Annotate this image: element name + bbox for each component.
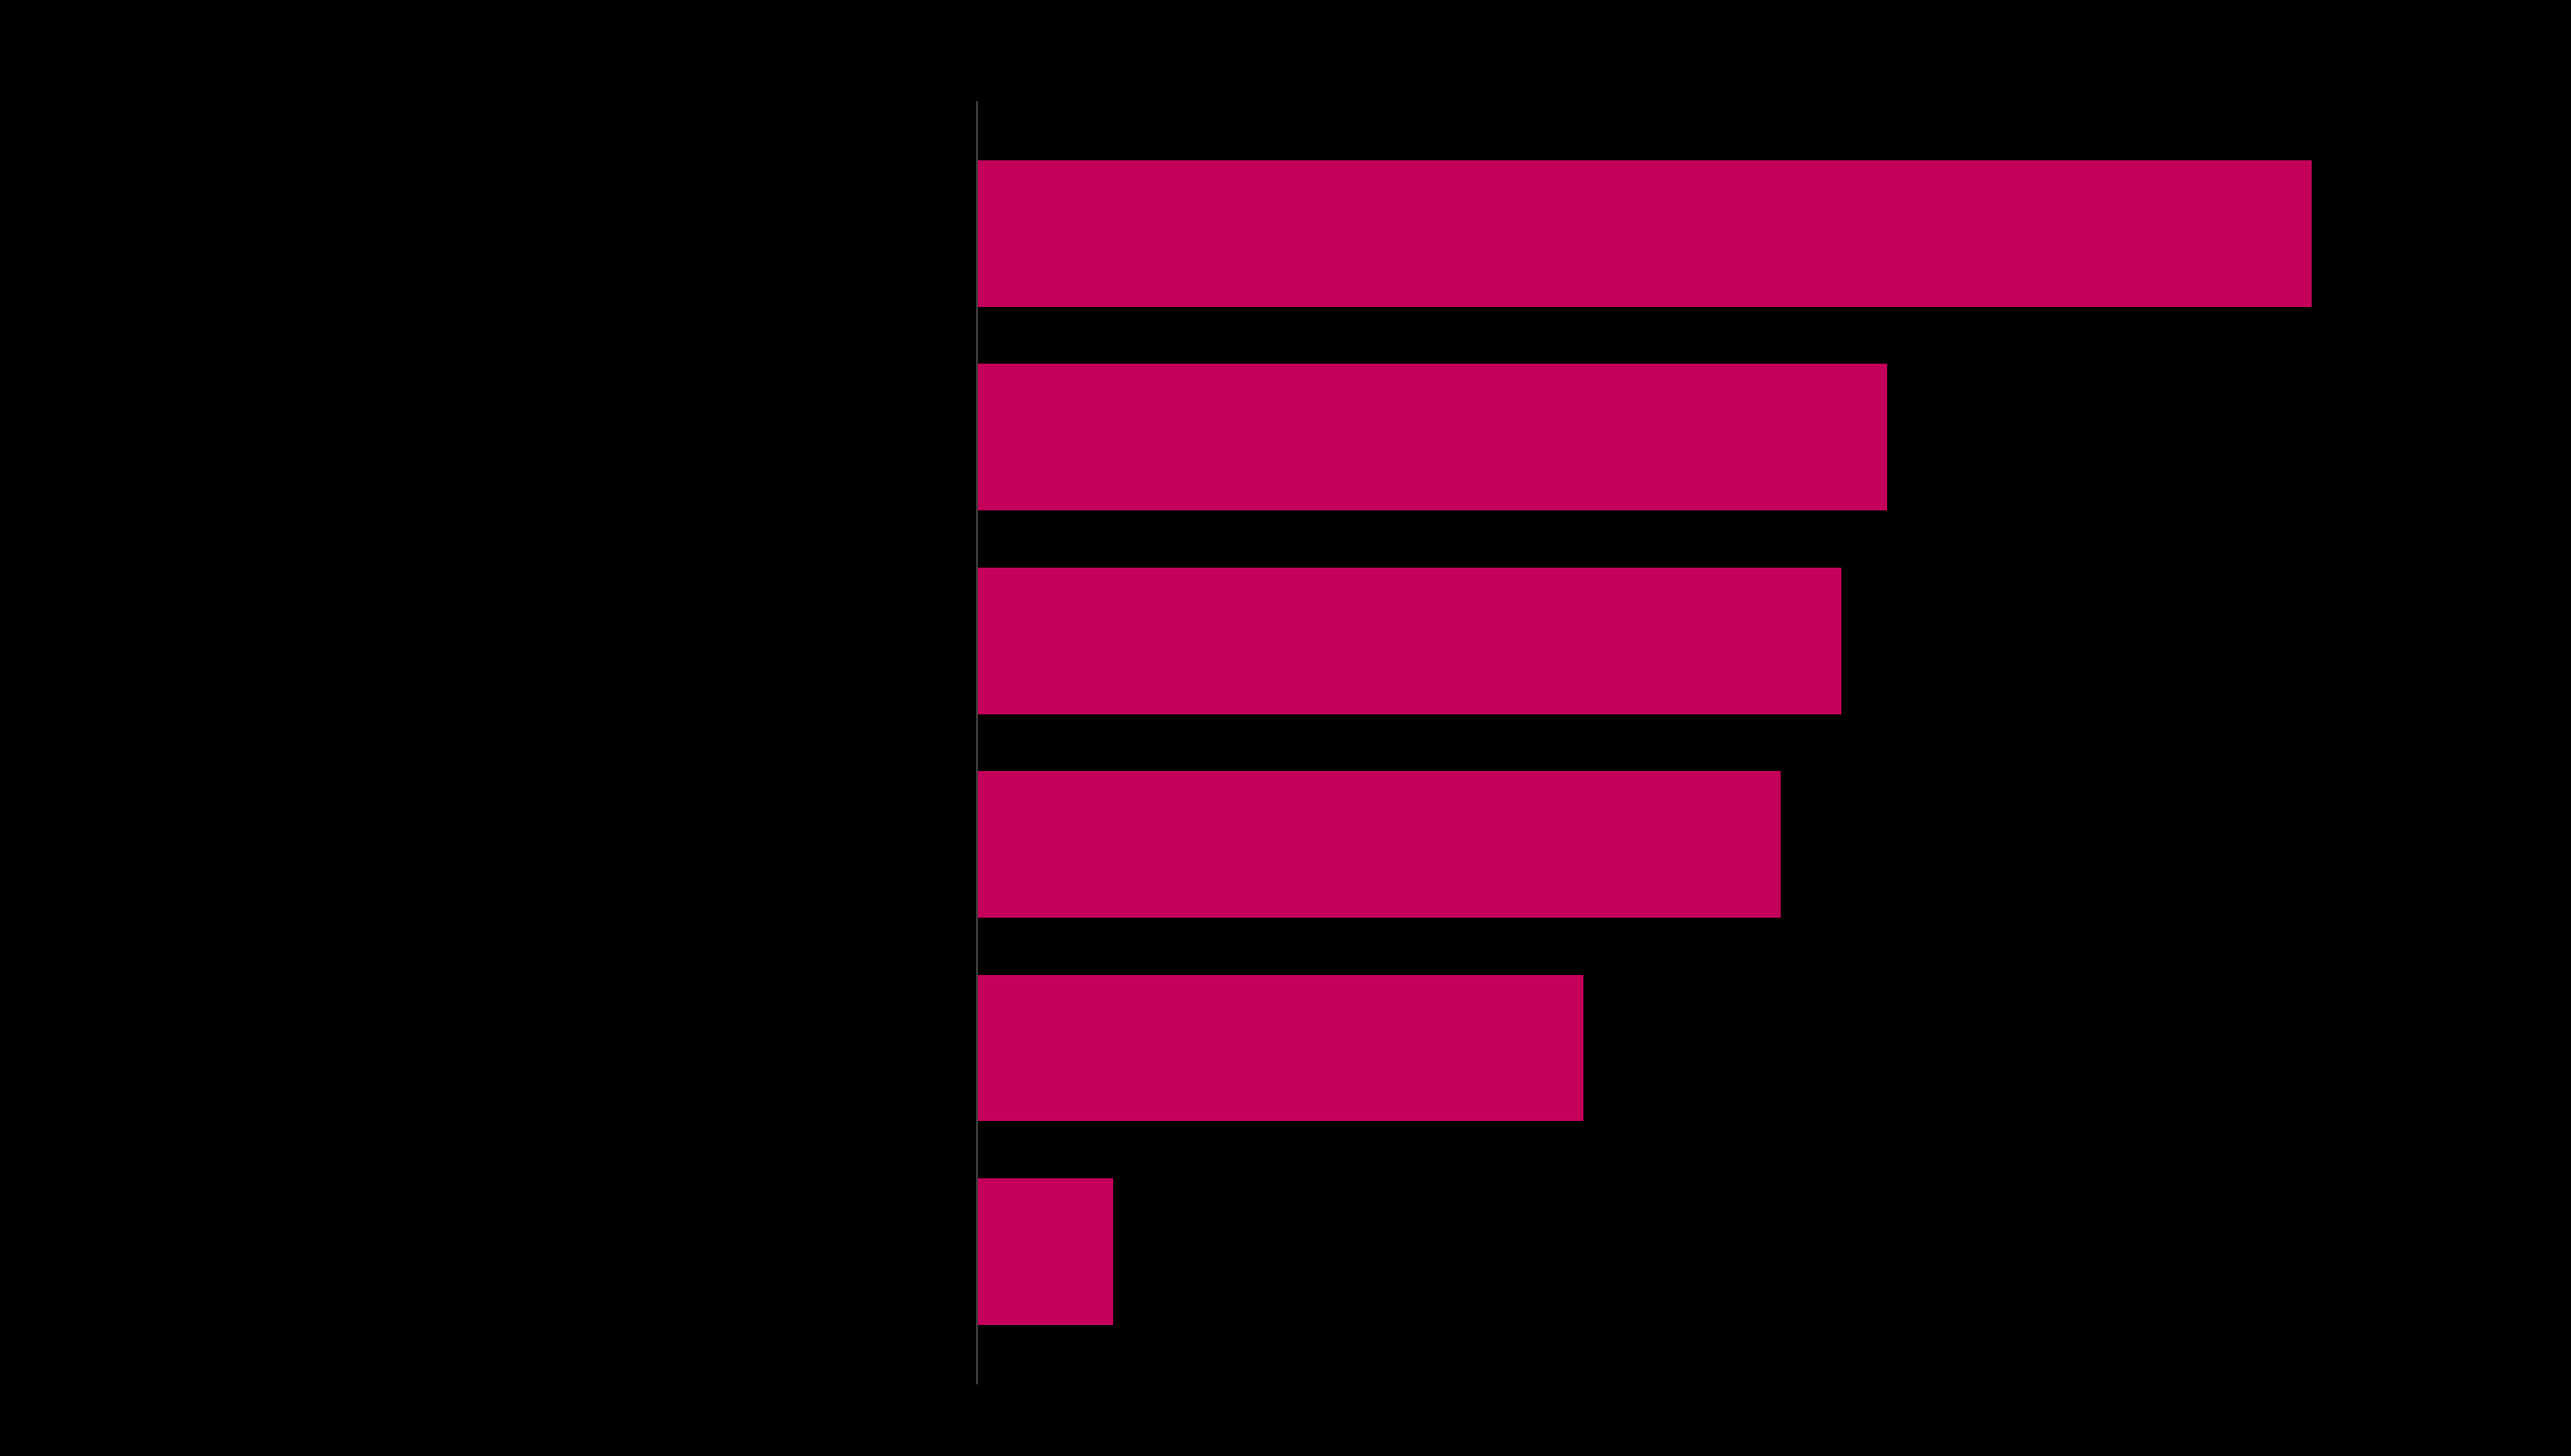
Bar — [977, 974, 1584, 1121]
Bar — [977, 772, 1782, 917]
Bar — [977, 1178, 1113, 1325]
Bar — [977, 160, 2311, 307]
Bar — [977, 364, 1887, 511]
Bar — [977, 568, 1841, 713]
Text: Changes in business practices that Local Authorities reported noticing
since lab: Changes in business practices that Local… — [977, 28, 1975, 89]
